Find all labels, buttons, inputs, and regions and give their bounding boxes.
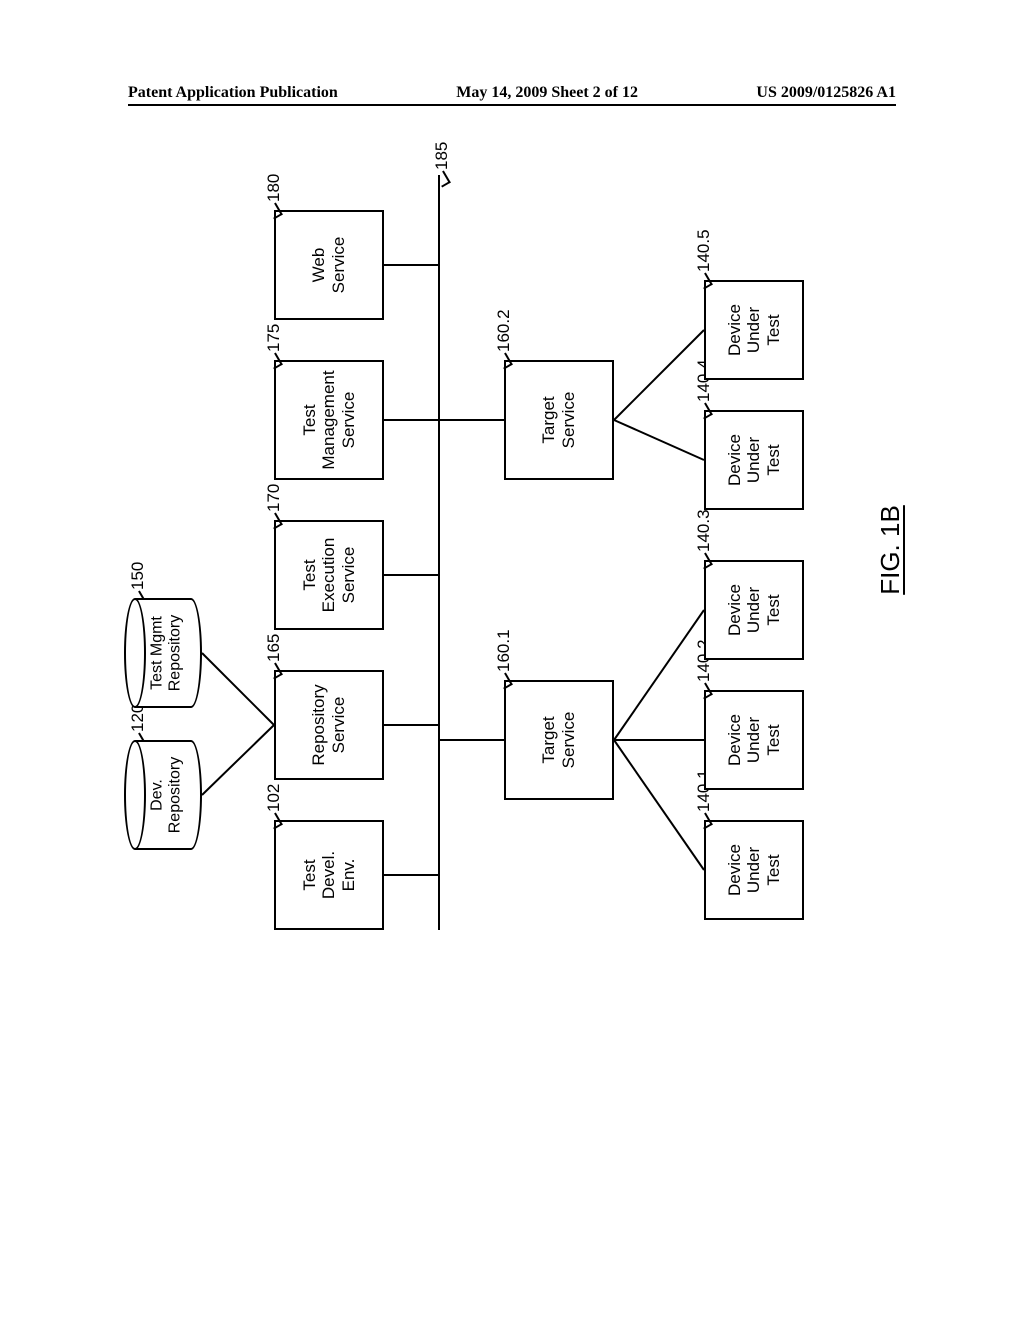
box-device-5: Device Under Test xyxy=(704,280,804,380)
ref-180: 180 xyxy=(264,174,284,202)
cylinder-mgmt-repo-label: Test Mgmt Repository xyxy=(148,598,185,708)
box-test-devel: Test Devel. Env. xyxy=(274,820,384,930)
ref-160-2: 160.2 xyxy=(494,309,514,352)
cylinder-mgmt-repo: Test Mgmt Repository xyxy=(124,598,202,708)
box-device-1: Device Under Test xyxy=(704,820,804,920)
box-device-4: Device Under Test xyxy=(704,410,804,510)
ref-185: 185 xyxy=(432,142,452,170)
cylinder-dev-repo-label: Dev. Repository xyxy=(148,740,185,850)
ref-140-3: 140.3 xyxy=(694,509,714,552)
page-header: Patent Application Publication May 14, 2… xyxy=(0,84,1024,102)
header-left: Patent Application Publication xyxy=(128,84,338,102)
ref-150: 150 xyxy=(128,562,148,590)
box-device-2: Device Under Test xyxy=(704,690,804,790)
cylinder-dev-repo: Dev. Repository xyxy=(124,740,202,850)
header-center: May 14, 2009 Sheet 2 of 12 xyxy=(456,84,638,102)
ref-140-5: 140.5 xyxy=(694,229,714,272)
diagram-canvas: Dev. Repository 120 Test Mgmt Repository… xyxy=(124,160,874,940)
header-rule xyxy=(128,104,896,106)
box-exec-svc: Test Execution Service xyxy=(274,520,384,630)
ref-102: 102 xyxy=(264,784,284,812)
box-web-svc: Web Service xyxy=(274,210,384,320)
box-target-1: Target Service xyxy=(504,680,614,800)
figure-label: FIG. 1B xyxy=(875,505,906,595)
ref-165: 165 xyxy=(264,634,284,662)
ref-160-1: 160.1 xyxy=(494,629,514,672)
header-right: US 2009/0125826 A1 xyxy=(756,84,896,102)
box-mgmt-svc: Test Management Service xyxy=(274,360,384,480)
box-repo-svc: Repository Service xyxy=(274,670,384,780)
ref-170: 170 xyxy=(264,484,284,512)
box-device-3: Device Under Test xyxy=(704,560,804,660)
box-target-2: Target Service xyxy=(504,360,614,480)
figure-1b: Dev. Repository 120 Test Mgmt Repository… xyxy=(124,190,904,940)
ref-175: 175 xyxy=(264,324,284,352)
